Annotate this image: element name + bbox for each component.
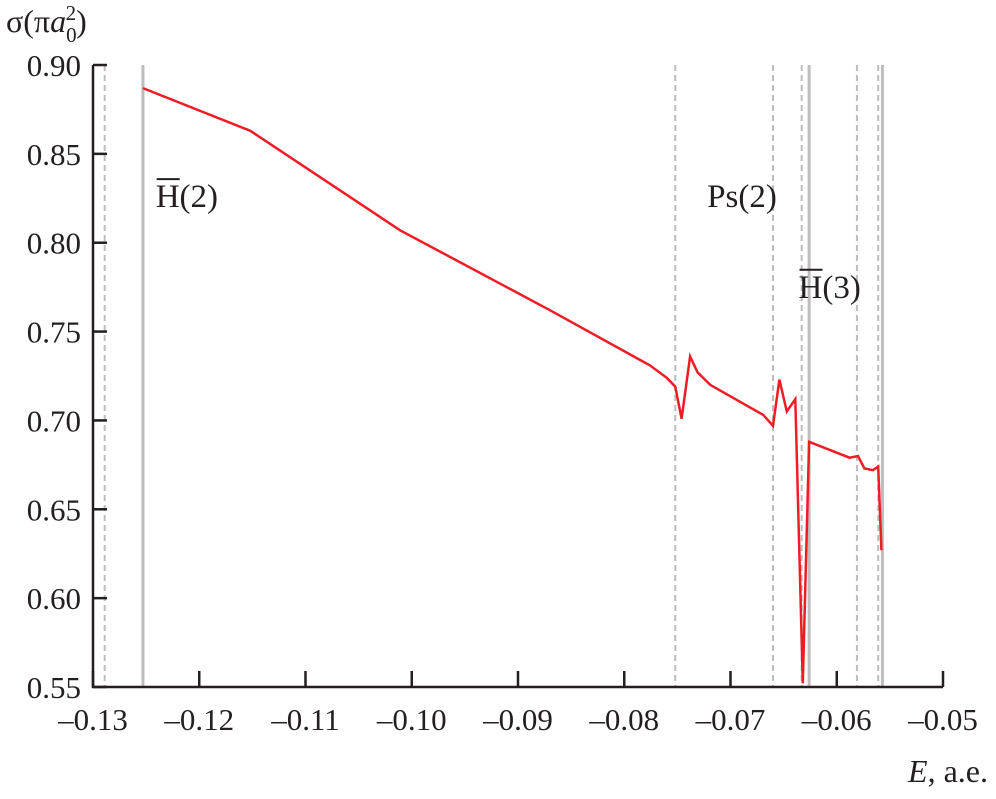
- x-tick-label: –0.11: [270, 702, 340, 737]
- threshold-annotation: H(3): [799, 270, 861, 306]
- y-tick-label: 0.70: [27, 403, 81, 438]
- y-tick-label: 0.55: [27, 670, 81, 705]
- x-tick-label: –0.07: [695, 702, 766, 737]
- threshold-lines: [103, 65, 884, 687]
- threshold-annotation: Ps(2): [707, 179, 777, 215]
- x-tick-label: –0.05: [907, 702, 978, 737]
- axes: 0.55 0.60 0.65 0.70 0.75 0.80 0.85 0.90 –0.13 –0.…: [27, 48, 978, 737]
- x-tick-label: –0.12: [163, 702, 234, 737]
- threshold-annotation: H(2): [156, 179, 218, 215]
- x-tick-label: –0.10: [376, 702, 447, 737]
- y-tick-label: 0.65: [27, 492, 81, 527]
- x-tick-label: –0.13: [57, 702, 128, 737]
- y-tick-label: 0.80: [27, 226, 81, 261]
- y-tick-label: 0.60: [27, 581, 81, 616]
- x-tick-label: –0.09: [482, 702, 553, 737]
- x-tick-label: –0.08: [588, 702, 659, 737]
- annotations: H(2) Ps(2) H(3): [156, 178, 861, 306]
- y-tick-label: 0.85: [27, 137, 81, 172]
- y-tick-label: 0.90: [27, 48, 81, 83]
- series-layer: [142, 86, 883, 684]
- x-tick-label: –0.06: [801, 702, 872, 737]
- x-axis-label: E, a.e.: [907, 753, 988, 789]
- series-line: [142, 86, 883, 684]
- y-axis-label: σ(πa02): [6, 1, 87, 47]
- y-tick-label: 0.75: [27, 315, 81, 350]
